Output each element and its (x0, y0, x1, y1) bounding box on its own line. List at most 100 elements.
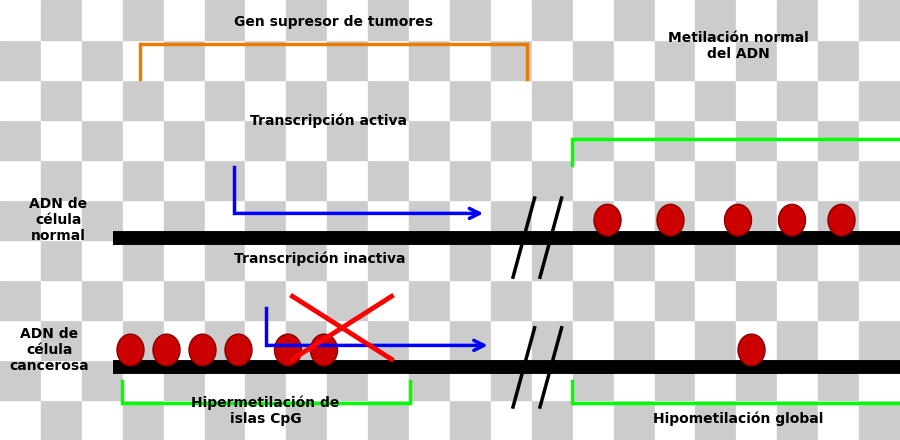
Bar (328, 120, 368, 160)
Bar (778, 360, 818, 400)
Bar (410, 280, 450, 320)
Bar (736, 320, 778, 360)
Bar (450, 240, 491, 280)
Bar (860, 200, 900, 240)
Bar (286, 400, 328, 440)
Bar (204, 320, 246, 360)
Bar (614, 320, 654, 360)
Bar (122, 40, 164, 80)
Bar (860, 40, 900, 80)
Bar (818, 280, 860, 320)
Bar (450, 40, 491, 80)
Bar (368, 400, 410, 440)
Bar (572, 400, 614, 440)
Bar (860, 80, 900, 120)
Bar (818, 40, 860, 80)
Bar (286, 80, 328, 120)
Ellipse shape (117, 334, 144, 366)
Text: Hipometilación global: Hipometilación global (652, 411, 824, 426)
Bar (40, 40, 82, 80)
Bar (164, 40, 204, 80)
Bar (778, 200, 818, 240)
Bar (572, 0, 614, 40)
Bar (491, 360, 532, 400)
Bar (286, 320, 328, 360)
Bar (410, 240, 450, 280)
Bar (122, 400, 164, 440)
Bar (572, 160, 614, 200)
Bar (40, 240, 82, 280)
Bar (860, 160, 900, 200)
Bar (122, 320, 164, 360)
Bar (40, 400, 82, 440)
Bar (122, 120, 164, 160)
Bar (860, 280, 900, 320)
Bar (736, 360, 778, 400)
Bar (654, 120, 696, 160)
Bar (246, 0, 286, 40)
Bar (736, 400, 778, 440)
Bar (410, 40, 450, 80)
Bar (40, 320, 82, 360)
Bar (491, 320, 532, 360)
Bar (246, 280, 286, 320)
Bar (0, 320, 40, 360)
Bar (572, 240, 614, 280)
Bar (450, 120, 491, 160)
Bar (82, 80, 122, 120)
Bar (614, 0, 654, 40)
Bar (778, 240, 818, 280)
Bar (286, 160, 328, 200)
Ellipse shape (657, 204, 684, 236)
Bar (572, 200, 614, 240)
Text: ADN de
célula
normal: ADN de célula normal (30, 197, 87, 243)
Bar (532, 40, 572, 80)
Bar (40, 160, 82, 200)
Bar (410, 120, 450, 160)
Bar (246, 120, 286, 160)
Bar (736, 80, 778, 120)
Bar (860, 400, 900, 440)
Bar (491, 120, 532, 160)
Bar (860, 0, 900, 40)
Bar (286, 40, 328, 80)
Bar (204, 40, 246, 80)
Bar (736, 0, 778, 40)
Bar (328, 360, 368, 400)
Bar (778, 40, 818, 80)
Bar (614, 80, 654, 120)
Bar (532, 400, 572, 440)
Bar (164, 280, 204, 320)
Bar (164, 360, 204, 400)
Ellipse shape (310, 334, 338, 366)
Bar (286, 360, 328, 400)
Bar (778, 0, 818, 40)
Bar (532, 80, 572, 120)
Bar (654, 280, 696, 320)
Bar (368, 0, 410, 40)
Bar (82, 320, 122, 360)
Bar (860, 360, 900, 400)
Bar (696, 240, 736, 280)
Text: Gen supresor de tumores: Gen supresor de tumores (233, 15, 433, 29)
Ellipse shape (225, 334, 252, 366)
Bar (82, 360, 122, 400)
Bar (572, 280, 614, 320)
Bar (164, 320, 204, 360)
Bar (572, 320, 614, 360)
Bar (614, 400, 654, 440)
Bar (328, 320, 368, 360)
Bar (491, 240, 532, 280)
Bar (246, 80, 286, 120)
Bar (491, 400, 532, 440)
Text: Transcripción inactiva: Transcripción inactiva (234, 252, 405, 266)
Bar (450, 0, 491, 40)
Bar (246, 400, 286, 440)
Bar (696, 320, 736, 360)
Bar (286, 240, 328, 280)
Bar (736, 40, 778, 80)
Bar (122, 240, 164, 280)
Text: ADN de
célula
cancerosa: ADN de célula cancerosa (10, 326, 89, 373)
Bar (204, 280, 246, 320)
Bar (164, 120, 204, 160)
